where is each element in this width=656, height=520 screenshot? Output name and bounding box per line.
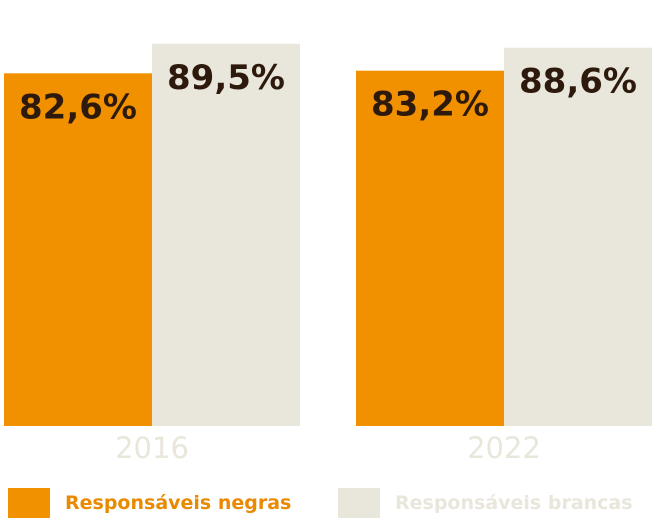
legend-swatch-brancas (338, 488, 380, 518)
tick-label-2022: 2022 (467, 431, 541, 465)
legend: Responsáveis negras Responsáveis brancas (0, 486, 656, 520)
value-label-negras-2016: 82,6% (19, 87, 137, 127)
value-label-brancas-2022: 88,6% (519, 62, 637, 102)
tick-label-2016: 2016 (115, 431, 189, 465)
bar-brancas-2016 (152, 43, 300, 427)
legend-label-negras: Responsáveis negras (65, 492, 292, 514)
legend-label-brancas: Responsáveis brancas (395, 492, 633, 514)
value-label-brancas-2016: 89,5% (167, 58, 285, 98)
bar-brancas-2022 (504, 47, 652, 426)
legend-swatch-negras (8, 488, 50, 518)
bar-negras-2022 (356, 70, 504, 426)
legend-item-negras: Responsáveis negras (8, 486, 291, 520)
legend-item-brancas: Responsáveis brancas (338, 486, 633, 520)
bar-negras-2016 (4, 73, 152, 427)
value-label-negras-2022: 83,2% (371, 85, 489, 125)
